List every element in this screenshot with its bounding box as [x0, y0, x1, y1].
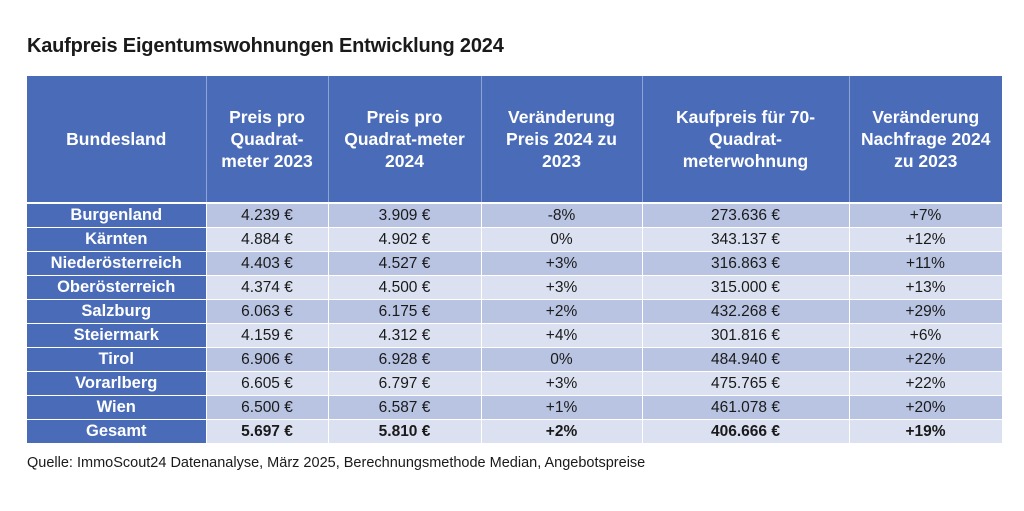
- table-cell: 6.605 €: [206, 371, 329, 396]
- table-cell: 0%: [481, 347, 643, 372]
- table-cell: +22%: [849, 371, 1003, 396]
- table-row: Kärnten 4.884 €4.902 €0% 343.137 € +12%: [27, 227, 1003, 252]
- table-cell: 461.078 €: [642, 395, 850, 420]
- table-row: Vorarlberg 6.605 €6.797 € +3% 475.765 € +22%: [27, 371, 1003, 396]
- table-cell: +12%: [849, 227, 1003, 252]
- table-cell: 4.403 €: [206, 251, 329, 276]
- header-veraenderung-nachfrage: Veränderung Nachfrage 2024 zu 2023: [849, 76, 1002, 204]
- table-row: Steiermark 4.159 €4.312 € +4% 301.816 € +6%: [27, 323, 1003, 348]
- table-row: Niederösterreich 4.403 €4.527 € +3% 316.863…: [27, 251, 1003, 276]
- table-cell: +20%: [849, 395, 1003, 420]
- table-cell: 4.159 €: [206, 323, 329, 348]
- row-label: Wien: [27, 395, 207, 420]
- table-cell: 484.940 €: [642, 347, 850, 372]
- table-cell: 4.239 €: [206, 203, 329, 228]
- table-cell: +2%: [481, 419, 643, 444]
- table-row: Burgenland 4.239 €3.909 € -8% 273.636 € +7%: [27, 203, 1003, 228]
- table-cell: 316.863 €: [642, 251, 850, 276]
- table-cell: 315.000 €: [642, 275, 850, 300]
- table-cell: 4.884 €: [206, 227, 329, 252]
- table-cell: 4.500 €: [328, 275, 482, 300]
- table-cell: 4.902 €: [328, 227, 482, 252]
- header-kaufpreis-70qm: Kaufpreis für 70-Quadrat-meterwohnung: [642, 76, 850, 204]
- row-label: Burgenland: [27, 203, 207, 228]
- table-cell: 4.312 €: [328, 323, 482, 348]
- table-row: Oberösterreich 4.374 €4.500 € +3% 315.000 €…: [27, 275, 1003, 300]
- table-cell: 6.500 €: [206, 395, 329, 420]
- table-cell: +7%: [849, 203, 1003, 228]
- table-cell: 301.816 €: [642, 323, 850, 348]
- table-cell: +22%: [849, 347, 1003, 372]
- table-cell: 5.810 €: [328, 419, 482, 444]
- table-cell: +2%: [481, 299, 643, 324]
- row-label: Steiermark: [27, 323, 207, 348]
- table-cell: 0%: [481, 227, 643, 252]
- table-cell: +1%: [481, 395, 643, 420]
- page-title: Kaufpreis Eigentumswohnungen Entwicklung…: [27, 35, 504, 57]
- header-preis-2023: Preis pro Quadrat-meter 2023: [206, 76, 329, 204]
- table-cell: 6.175 €: [328, 299, 482, 324]
- table-cell: -8%: [481, 203, 643, 228]
- header-preis-2024: Preis pro Quadrat-meter 2024: [328, 76, 482, 204]
- table-row: Gesamt 5.697 €5.810 € +2% 406.666 € +19%: [27, 419, 1003, 444]
- table-cell: +19%: [849, 419, 1003, 444]
- table-cell: 6.063 €: [206, 299, 329, 324]
- row-label: Gesamt: [27, 419, 207, 444]
- source-note: Quelle: ImmoScout24 Datenanalyse, März 2…: [27, 455, 646, 471]
- table-cell: 6.928 €: [328, 347, 482, 372]
- row-label: Salzburg: [27, 299, 207, 324]
- table-cell: 6.587 €: [328, 395, 482, 420]
- table-cell: +3%: [481, 371, 643, 396]
- table-cell: 6.906 €: [206, 347, 329, 372]
- table-cell: 273.636 €: [642, 203, 850, 228]
- table-cell: +3%: [481, 251, 643, 276]
- table-row: Salzburg 6.063 €6.175 € +2% 432.268 € +29%: [27, 299, 1003, 324]
- table-header-row: Bundesland Preis pro Quadrat-meter 2023 …: [27, 76, 1002, 204]
- table-cell: +6%: [849, 323, 1003, 348]
- table-cell: 4.374 €: [206, 275, 329, 300]
- row-label: Niederösterreich: [27, 251, 207, 276]
- row-label: Tirol: [27, 347, 207, 372]
- table-row: Wien 6.500 €6.587 € +1% 461.078 € +20%: [27, 395, 1003, 420]
- table-cell: 5.697 €: [206, 419, 329, 444]
- table-cell: 3.909 €: [328, 203, 482, 228]
- table-cell: +3%: [481, 275, 643, 300]
- table-cell: 432.268 €: [642, 299, 850, 324]
- table-cell: +11%: [849, 251, 1003, 276]
- row-label: Kärnten: [27, 227, 207, 252]
- table-cell: +13%: [849, 275, 1003, 300]
- header-veraenderung-preis: Veränderung Preis 2024 zu 2023: [481, 76, 643, 204]
- table-row: Tirol 6.906 €6.928 €0% 484.940 € +22%: [27, 347, 1003, 372]
- row-label: Oberösterreich: [27, 275, 207, 300]
- table-cell: +4%: [481, 323, 643, 348]
- table-cell: 6.797 €: [328, 371, 482, 396]
- table-cell: 4.527 €: [328, 251, 482, 276]
- table-cell: 343.137 €: [642, 227, 850, 252]
- row-label: Vorarlberg: [27, 371, 207, 396]
- table-cell: +29%: [849, 299, 1003, 324]
- table-cell: 475.765 €: [642, 371, 850, 396]
- price-table: Bundesland Preis pro Quadrat-meter 2023 …: [27, 76, 1003, 444]
- header-bundesland: Bundesland: [27, 76, 207, 204]
- table-cell: 406.666 €: [642, 419, 850, 444]
